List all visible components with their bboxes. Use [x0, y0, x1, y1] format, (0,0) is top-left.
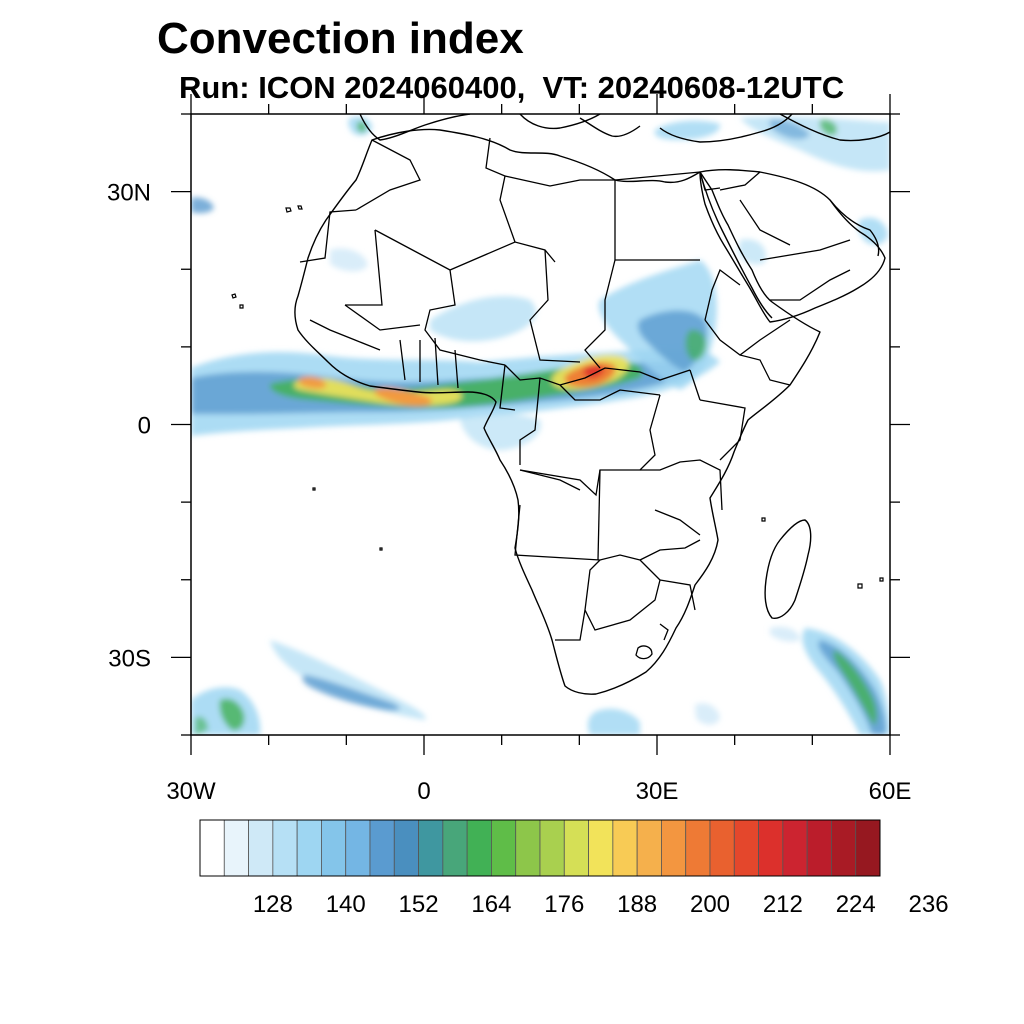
colorbar-label: 128: [253, 891, 293, 918]
axis-ticks: [171, 94, 910, 755]
colorbar-swatch: [296, 819, 322, 877]
chart-title: Convection index: [157, 14, 524, 63]
lat-tick-label: 30N: [107, 180, 151, 207]
lon-tick-label: 0: [417, 778, 430, 805]
colorbar-swatch: [709, 819, 735, 877]
colorbar-label: 176: [544, 891, 584, 918]
colorbar-swatch: [199, 819, 225, 877]
colorbar-label: 152: [399, 891, 439, 918]
colorbar-swatch: [393, 819, 419, 877]
colorbar-swatch: [685, 819, 711, 877]
lon-tick-label: 30E: [636, 778, 679, 805]
border-layer: [299, 137, 851, 660]
colorbar-swatch: [418, 819, 444, 877]
colorbar-label: 200: [690, 891, 730, 918]
colorbar-swatch: [223, 819, 249, 877]
colorbar-swatch: [491, 819, 517, 877]
colorbar-swatch: [733, 819, 759, 877]
colorbar: [199, 819, 881, 877]
colorbar-swatch: [855, 819, 881, 877]
africa-coastline: [294, 128, 821, 695]
convection-field-layer: [191, 116, 890, 735]
colorbar-swatch: [661, 819, 687, 877]
colorbar-swatch: [831, 819, 857, 877]
colorbar-swatch: [248, 819, 274, 877]
colorbar-label: 188: [617, 891, 657, 918]
colorbar-swatch: [539, 819, 565, 877]
axis-tick-labels: 30N 0 30S 30W 0 30E 60E: [107, 180, 911, 805]
lat-tick-label: 0: [138, 413, 151, 440]
lat-tick-label: 30S: [108, 645, 151, 672]
colorbar-swatch: [272, 819, 298, 877]
europe-coastline: [359, 114, 471, 141]
coastline-layer: [294, 114, 890, 695]
colorbar-labels: 128 140 152 164 176 188 200 212 224 236: [253, 891, 949, 918]
itcz-band-orange: [374, 387, 433, 406]
colorbar-swatch: [466, 819, 492, 877]
colorbar-swatch: [782, 819, 808, 877]
colorbar-label: 212: [763, 891, 803, 918]
lon-tick-label: 60E: [869, 778, 912, 805]
lon-tick-label: 30W: [166, 778, 216, 805]
colorbar-swatch: [442, 819, 468, 877]
colorbar-swatch: [612, 819, 638, 877]
colorbar-swatch: [345, 819, 371, 877]
colorbar-swatch: [636, 819, 662, 877]
arabia-coastline: [699, 169, 886, 323]
islands-layer: [231, 205, 884, 589]
colorbar-label: 164: [471, 891, 511, 918]
colorbar-swatch: [588, 819, 614, 877]
colorbar-swatch: [806, 819, 832, 877]
colorbar-label: 224: [836, 891, 876, 918]
colorbar-frame: [199, 819, 881, 877]
colorbar-swatch: [515, 819, 541, 877]
colorbar-swatch: [563, 819, 589, 877]
colorbar-label: 140: [326, 891, 366, 918]
colorbar-label: 236: [909, 891, 949, 918]
chart-subtitle: Run: ICON 2024060400, VT: 20240608-12UTC: [179, 70, 845, 105]
colorbar-swatch: [758, 819, 784, 877]
colorbar-swatch: [321, 819, 347, 877]
madagascar-coastline: [764, 519, 812, 619]
colorbar-swatch: [369, 819, 395, 877]
